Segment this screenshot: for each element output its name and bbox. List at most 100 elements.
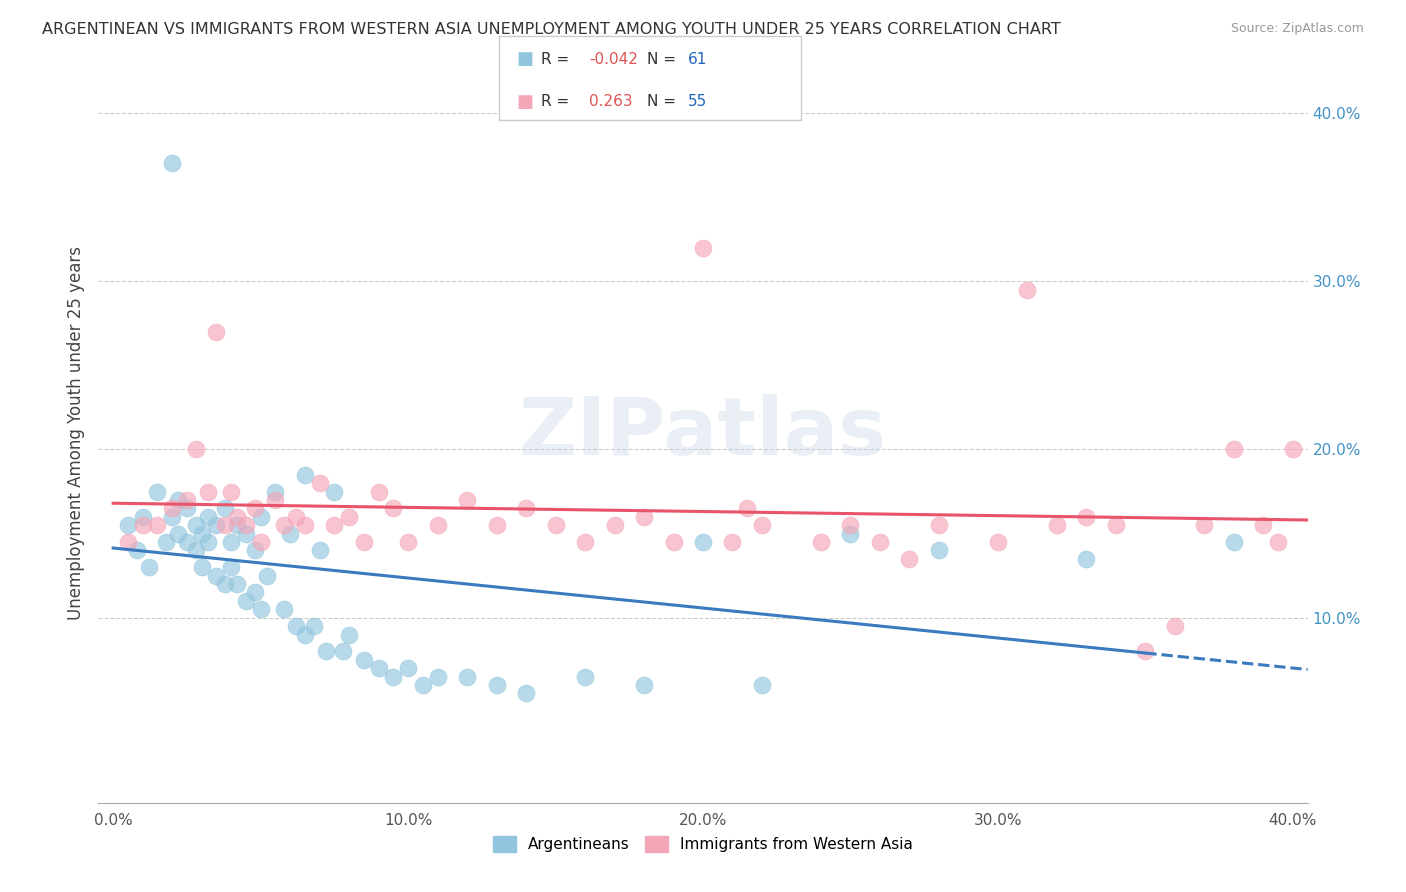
Point <box>367 661 389 675</box>
Point <box>302 619 325 633</box>
Point <box>721 535 744 549</box>
Point <box>176 501 198 516</box>
Text: 61: 61 <box>688 52 707 67</box>
Point <box>869 535 891 549</box>
Point <box>205 568 228 582</box>
Point <box>987 535 1010 549</box>
Text: R =: R = <box>541 52 569 67</box>
Point <box>131 509 153 524</box>
Point <box>1223 535 1246 549</box>
Point <box>353 535 375 549</box>
Point <box>205 325 228 339</box>
Point <box>214 501 236 516</box>
Point <box>264 492 287 507</box>
Point <box>146 484 169 499</box>
Point <box>515 686 537 700</box>
Y-axis label: Unemployment Among Youth under 25 years: Unemployment Among Youth under 25 years <box>66 245 84 620</box>
Point <box>574 535 596 549</box>
Point <box>184 518 207 533</box>
Text: ■: ■ <box>516 51 533 69</box>
Point <box>249 509 271 524</box>
Point <box>839 526 862 541</box>
Point <box>426 670 449 684</box>
Point <box>226 518 249 533</box>
Point <box>184 543 207 558</box>
Point <box>235 594 257 608</box>
Point <box>1164 619 1187 633</box>
Point <box>176 492 198 507</box>
Point <box>396 535 419 549</box>
Point <box>285 509 308 524</box>
Point <box>235 518 257 533</box>
Point <box>264 484 287 499</box>
Point <box>412 678 434 692</box>
Point <box>117 518 139 533</box>
Point <box>928 543 950 558</box>
Point <box>382 501 405 516</box>
Point <box>515 501 537 516</box>
Point <box>735 501 758 516</box>
Point <box>146 518 169 533</box>
Text: 0.263: 0.263 <box>589 95 633 110</box>
Point <box>167 526 190 541</box>
Point <box>353 653 375 667</box>
Legend: Argentineans, Immigrants from Western Asia: Argentineans, Immigrants from Western As… <box>486 830 920 858</box>
Point <box>633 678 655 692</box>
Point <box>898 551 921 566</box>
Point <box>308 543 330 558</box>
Point <box>214 518 236 533</box>
Point <box>205 518 228 533</box>
Point <box>226 577 249 591</box>
Point <box>839 518 862 533</box>
Point <box>184 442 207 457</box>
Point <box>214 577 236 591</box>
Point <box>544 518 567 533</box>
Point <box>176 535 198 549</box>
Point <box>243 501 266 516</box>
Point <box>367 484 389 499</box>
Point <box>315 644 337 658</box>
Point <box>574 670 596 684</box>
Point <box>249 535 271 549</box>
Point <box>751 678 773 692</box>
Point <box>337 509 360 524</box>
Point <box>308 476 330 491</box>
Point <box>256 568 278 582</box>
Point <box>692 535 714 549</box>
Point <box>131 518 153 533</box>
Text: ZIPatlas: ZIPatlas <box>519 393 887 472</box>
Point <box>485 678 508 692</box>
Point <box>662 535 685 549</box>
Point <box>426 518 449 533</box>
Point <box>197 484 219 499</box>
Text: N =: N = <box>647 95 676 110</box>
Point <box>219 484 242 499</box>
Point <box>197 535 219 549</box>
Point <box>117 535 139 549</box>
Point <box>294 467 316 482</box>
Point <box>323 518 346 533</box>
Point <box>633 509 655 524</box>
Point <box>1282 442 1305 457</box>
Point <box>456 492 478 507</box>
Point <box>125 543 148 558</box>
Point <box>396 661 419 675</box>
Text: -0.042: -0.042 <box>589 52 638 67</box>
Point <box>485 518 508 533</box>
Point <box>273 602 295 616</box>
Point <box>1105 518 1128 533</box>
Point <box>337 627 360 641</box>
Point <box>1017 283 1039 297</box>
Point <box>235 526 257 541</box>
Text: ARGENTINEAN VS IMMIGRANTS FROM WESTERN ASIA UNEMPLOYMENT AMONG YOUTH UNDER 25 YE: ARGENTINEAN VS IMMIGRANTS FROM WESTERN A… <box>42 22 1062 37</box>
Point <box>382 670 405 684</box>
Point <box>278 526 301 541</box>
Point <box>1046 518 1069 533</box>
Point <box>1076 509 1098 524</box>
Point <box>160 156 183 170</box>
Point <box>332 644 354 658</box>
Point <box>219 535 242 549</box>
Point <box>197 509 219 524</box>
Text: R =: R = <box>541 95 569 110</box>
Point <box>219 560 242 574</box>
